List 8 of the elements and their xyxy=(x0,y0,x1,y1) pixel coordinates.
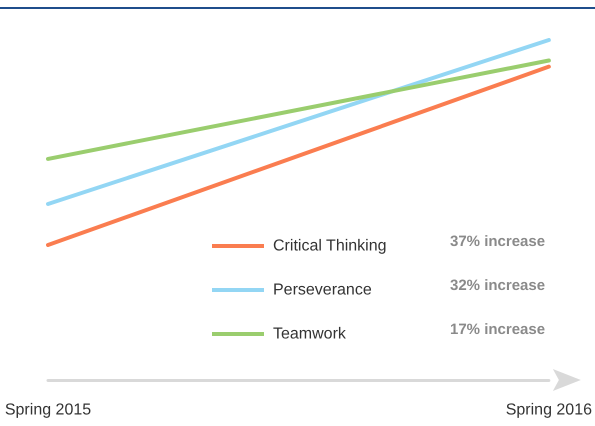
legend-label: Critical Thinking xyxy=(273,238,387,254)
text: 17% increase xyxy=(450,321,546,338)
legend-label: Perseverance xyxy=(273,282,372,298)
legend-label: Teamwork xyxy=(273,326,347,342)
annotation: 37% increase xyxy=(450,233,546,250)
x-tick-label: Spring 2016 xyxy=(506,402,592,418)
text: 32% increase xyxy=(450,277,546,294)
x-tick-label: Spring 2015 xyxy=(4,402,92,418)
